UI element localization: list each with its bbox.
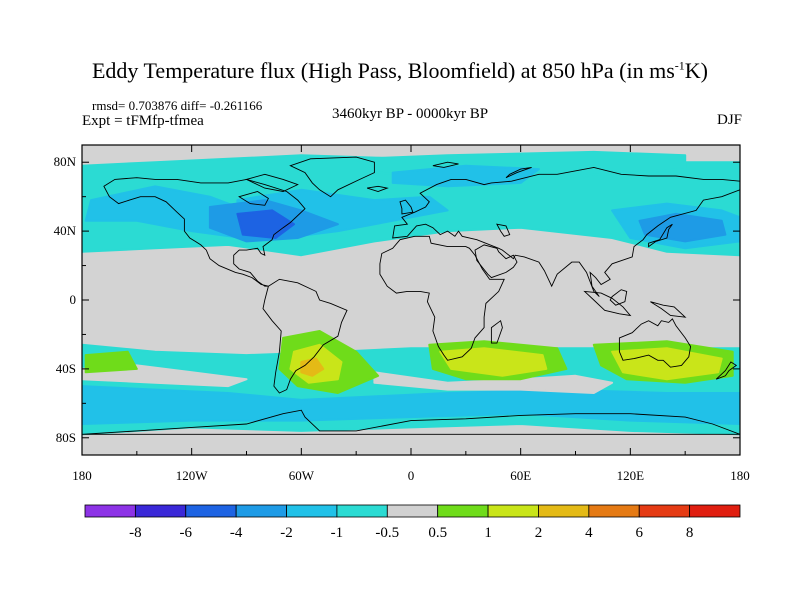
colorbar-swatch bbox=[437, 504, 489, 518]
colorbar-swatch bbox=[84, 504, 136, 518]
lon-tick-label: 60W bbox=[289, 468, 315, 483]
lon-tick-label: 120E bbox=[617, 468, 645, 483]
colorbar-swatch bbox=[185, 504, 237, 518]
colorbar-swatch bbox=[235, 504, 287, 518]
coastline-indonesia bbox=[583, 290, 632, 317]
colorbar-label: 1 bbox=[484, 525, 492, 541]
colorbar-label: 8 bbox=[686, 525, 694, 541]
coastline-layer bbox=[82, 156, 740, 435]
colorbar-label: -1 bbox=[331, 525, 344, 541]
flux-field-layer bbox=[82, 150, 740, 436]
lon-tick-label: 0 bbox=[408, 468, 415, 483]
colorbar-swatch bbox=[386, 504, 439, 518]
colorbar-swatch bbox=[286, 504, 338, 518]
lon-tick-label: 180 bbox=[730, 468, 750, 483]
coastline-baffin bbox=[245, 173, 299, 192]
colorbar-label: 0.5 bbox=[428, 525, 447, 541]
lon-tick-label: 60E bbox=[510, 468, 531, 483]
colorbar-label: 4 bbox=[585, 525, 593, 541]
colorbar-label: -2 bbox=[280, 525, 293, 541]
coastline-australia bbox=[618, 318, 692, 368]
coastline-arabia bbox=[474, 244, 518, 279]
colorbar-label: -4 bbox=[230, 525, 243, 541]
coastline-iceland bbox=[366, 185, 389, 192]
colorbar: -8 -6 -4 -2 -1 -0.5 0.5 1 2 4 6 8 bbox=[84, 504, 741, 541]
colorbar-label: 6 bbox=[635, 525, 643, 541]
period-label: 3460kyr BP - 0000kyr BP bbox=[331, 106, 489, 122]
stats-text: rmsd= 0.703876 diff= -0.261166 bbox=[92, 98, 263, 113]
region-na-core-stronger bbox=[236, 209, 295, 239]
coastline-hudson-bay bbox=[238, 191, 269, 206]
region-sp-pos-weak bbox=[84, 350, 138, 374]
region-nw-pacific-strong bbox=[638, 212, 727, 243]
season-label: DJF bbox=[716, 112, 742, 128]
coastline-antarctica bbox=[82, 409, 740, 435]
coastline-south-america bbox=[262, 278, 348, 394]
axis-layer: 80N 40N 0 40S 80S 180 120W 60W 0 60E 120E 180 bbox=[54, 145, 750, 483]
coastline-africa bbox=[379, 235, 505, 361]
colorbar-label: 2 bbox=[535, 525, 543, 541]
coastline-madagascar bbox=[490, 319, 503, 344]
lon-tick-label: 120W bbox=[176, 468, 209, 483]
coastline-novaya-zemlya bbox=[505, 166, 532, 179]
coastline-new-zealand bbox=[715, 361, 738, 380]
lat-tick-label: 80N bbox=[54, 154, 77, 169]
coastline-greenland bbox=[289, 156, 375, 198]
colorbar-label: -8 bbox=[129, 525, 142, 541]
coastline-new-guinea bbox=[650, 301, 687, 318]
colorbar-swatch bbox=[588, 504, 640, 518]
lat-tick-label: 40N bbox=[54, 223, 77, 238]
colorbar-swatch bbox=[134, 504, 187, 518]
colorbar-swatch bbox=[638, 504, 691, 518]
coastline-north-america bbox=[103, 177, 306, 287]
region-sh-gap-a bbox=[373, 371, 614, 394]
coastline-british-isles bbox=[399, 199, 414, 215]
experiment-label: Expt = tFMfp-tfmea bbox=[82, 113, 204, 129]
region-nh-polar-mid bbox=[391, 164, 540, 188]
coastline-japan bbox=[648, 223, 673, 248]
coastline-borneo bbox=[609, 289, 628, 306]
plot-title: Eddy Temperature flux (High Pass, Bloomf… bbox=[91, 58, 708, 83]
coastline-eurasia bbox=[392, 166, 740, 297]
lat-tick-label: 0 bbox=[70, 292, 77, 307]
colorbar-swatch bbox=[538, 504, 590, 518]
region-af-pos-mid bbox=[439, 347, 548, 377]
lat-tick-label: 80S bbox=[56, 430, 76, 445]
colorbar-swatch bbox=[336, 504, 388, 518]
colorbar-swatch bbox=[689, 504, 741, 518]
colorbar-label: -6 bbox=[180, 525, 193, 541]
colorbar-swatch bbox=[487, 504, 539, 518]
lon-tick-label: 180 bbox=[72, 468, 92, 483]
region-sa-pos-strong bbox=[300, 357, 325, 377]
coastline-svalbard bbox=[432, 161, 459, 168]
lat-tick-label: 40S bbox=[56, 361, 76, 376]
colorbar-label: -0.5 bbox=[375, 525, 399, 541]
coastline-caspian bbox=[496, 223, 511, 237]
region-sh-band-mid bbox=[82, 385, 740, 425]
